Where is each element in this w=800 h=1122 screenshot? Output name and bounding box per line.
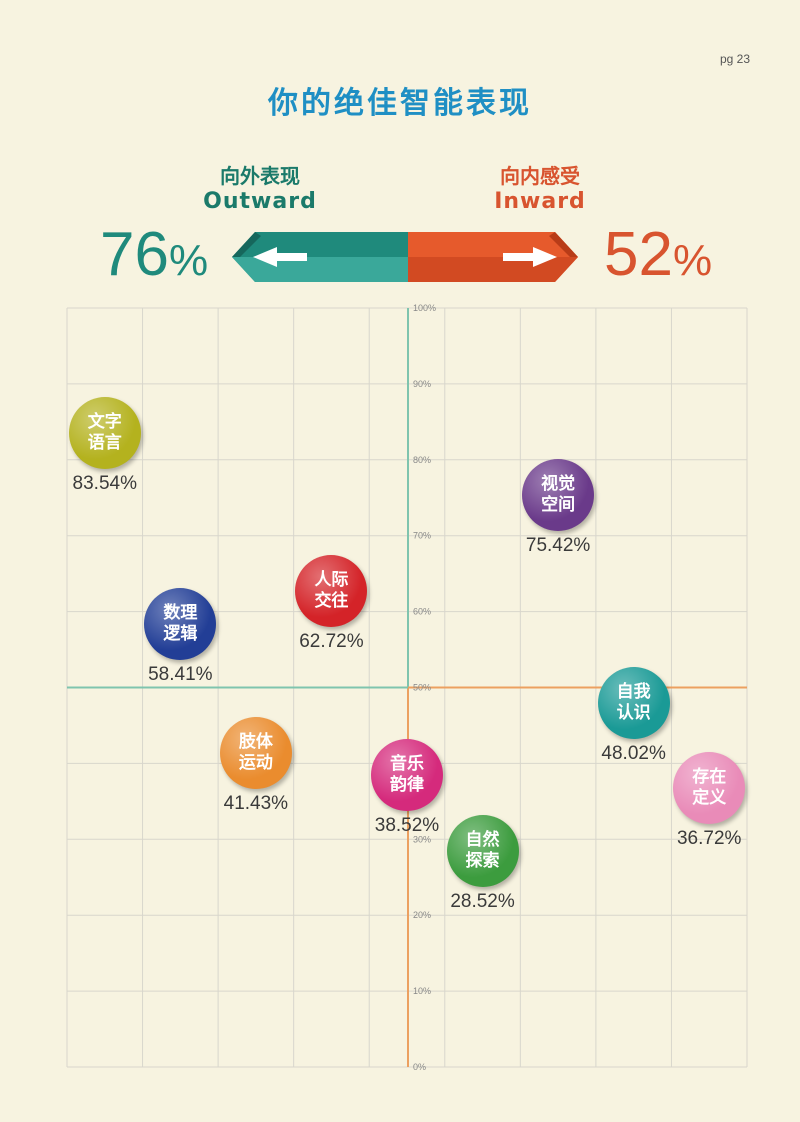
inward-value: 52 xyxy=(604,220,673,289)
bubble-label-line1: 肢体 xyxy=(238,731,273,752)
value-label: 58.41% xyxy=(148,663,213,685)
y-tick-label: 30% xyxy=(413,834,431,844)
value-label: 28.52% xyxy=(450,890,515,912)
inward-label-zh: 向内感受 xyxy=(500,164,580,188)
outward-arrow-icon xyxy=(232,232,408,282)
inward-label: 向内感受 Inward xyxy=(455,160,625,214)
y-tick-label: 90% xyxy=(413,379,431,389)
y-tick-label: 20% xyxy=(413,910,431,920)
bubble-point: 音乐 韵律 xyxy=(371,738,443,811)
y-tick-label: 80% xyxy=(413,455,431,465)
bubble-point: 存在 定义 xyxy=(673,752,746,825)
bubble-label-line2: 运动 xyxy=(238,752,273,773)
page-number: pg 23 xyxy=(719,52,750,66)
bubble-label-line1: 文字 xyxy=(87,411,122,432)
y-tick-label: 60% xyxy=(413,607,431,617)
bubble-label-line2: 定义 xyxy=(692,788,727,809)
value-label: 36.72% xyxy=(676,828,742,850)
bubble-point: 视觉 空间 xyxy=(522,458,595,531)
direction-arrows xyxy=(232,232,578,282)
bubble-label-line1: 音乐 xyxy=(390,753,424,774)
bubble-label-line1: 自然 xyxy=(465,829,500,850)
bubble-point: 文字 语言 xyxy=(68,396,141,469)
y-tick-labels: 0%10%20%30%40%50%60%70%80%90%100% xyxy=(413,303,436,1072)
y-tick-label: 70% xyxy=(413,531,431,541)
bubble-label-line2: 空间 xyxy=(541,494,576,515)
value-label: 62.72% xyxy=(299,630,364,652)
value-label: 83.54% xyxy=(72,472,137,494)
page-title: 你的绝佳智能表现 xyxy=(268,86,532,121)
bubble-point: 自我 认识 xyxy=(597,666,670,739)
bubble-label-line2: 交往 xyxy=(314,590,349,611)
outward-label-zh: 向外表现 xyxy=(220,164,300,188)
outward-unit: % xyxy=(168,236,209,285)
value-label: 38.52% xyxy=(374,814,440,836)
inward-label-en: Inward xyxy=(494,189,586,214)
outward-percentage: 76% xyxy=(100,218,208,298)
outward-label: 向外表现 Outward xyxy=(175,160,345,214)
bubble-point: 数理 逻辑 xyxy=(144,587,217,660)
bubble-label-line1: 存在 xyxy=(692,767,727,788)
bubble-label-line1: 人际 xyxy=(314,569,349,590)
inward-percentage: 52% xyxy=(604,218,712,298)
chart-axes xyxy=(67,308,747,1067)
y-tick-label: 10% xyxy=(413,986,431,996)
bubble-label-line2: 韵律 xyxy=(390,774,424,795)
value-label: 41.43% xyxy=(223,792,289,814)
bubble-label-line2: 探索 xyxy=(465,850,500,871)
bubble-label-line1: 视觉 xyxy=(541,473,576,494)
inward-arrow-icon xyxy=(408,232,578,282)
value-label: 75.42% xyxy=(525,534,591,556)
bubble-point: 自然 探索 xyxy=(446,814,519,887)
inward-unit: % xyxy=(672,236,713,285)
bubble-point: 人际 交往 xyxy=(295,554,368,627)
bubble-label-line2: 逻辑 xyxy=(163,623,198,644)
bubble-label-line1: 自我 xyxy=(616,681,651,702)
bubble-label-line2: 语言 xyxy=(87,432,122,453)
bubble-point: 肢体 运动 xyxy=(219,716,292,789)
y-tick-label: 50% xyxy=(413,683,431,693)
y-tick-label: 0% xyxy=(413,1062,426,1072)
y-tick-label: 100% xyxy=(413,303,436,313)
outward-value: 76 xyxy=(100,220,169,289)
outward-label-en: Outward xyxy=(203,189,317,214)
bubble-label-line1: 数理 xyxy=(163,602,198,623)
value-label: 48.02% xyxy=(601,742,666,764)
bubble-label-line2: 认识 xyxy=(616,702,651,723)
